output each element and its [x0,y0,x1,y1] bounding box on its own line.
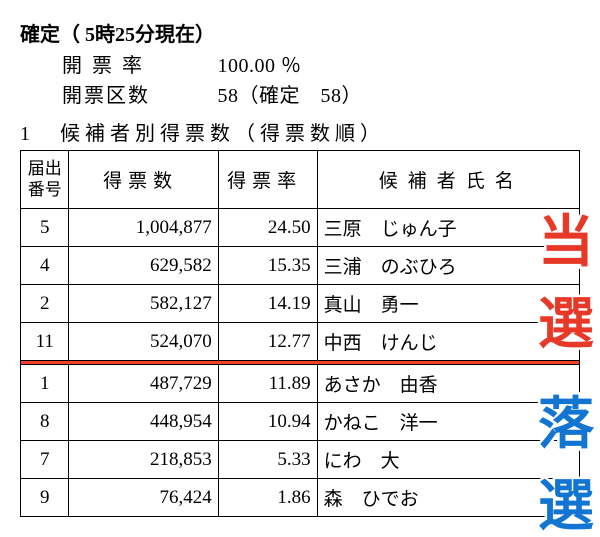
cell-number: 4 [21,247,69,285]
col-votes: 得票数 [69,151,218,209]
subtitle: 1 候補者別得票数（得票数順） [20,117,580,146]
cell-votes: 218,853 [69,441,218,479]
cell-name: 真山 勇一 [317,285,579,323]
rate-value: 100.00 ％ [218,55,302,77]
cell-votes: 448,954 [69,403,218,441]
cell-number: 9 [21,479,69,517]
page-title: 確定（ 5時25分現在） [20,18,580,47]
cell-votes: 1,004,877 [69,209,218,247]
table-row: 4629,58215.35三浦 のぶひろ [21,247,580,285]
cell-number: 11 [21,323,69,361]
col-name: 候補者氏名 [317,151,579,209]
cell-pct: 12.77 [218,323,317,361]
districts-value: 58（確定 58） [218,85,363,107]
cell-votes: 582,127 [69,285,218,323]
cell-votes: 629,582 [69,247,218,285]
col-number: 届出番号 [21,151,69,209]
table-row: 51,004,87724.50三原 じゅん子 [21,209,580,247]
cell-votes: 76,424 [69,479,218,517]
cell-name: 森 ひでお [317,479,579,517]
districts-label: 開票区数 [62,81,212,111]
col-pct: 得票率 [218,151,317,209]
table-row: 11524,07012.77中西 けんじ [21,323,580,361]
table-row: 1487,72911.89あさか 由香 [21,365,580,403]
table-row: 8448,95410.94かねこ 洋一 [21,403,580,441]
cell-pct: 10.94 [218,403,317,441]
cell-pct: 5.33 [218,441,317,479]
cell-number: 8 [21,403,69,441]
cell-pct: 15.35 [218,247,317,285]
cell-name: かねこ 洋一 [317,403,579,441]
table-row: 7218,8535.33にわ 大 [21,441,580,479]
cell-votes: 487,729 [69,365,218,403]
cell-pct: 11.89 [218,365,317,403]
cell-pct: 14.19 [218,285,317,323]
cell-number: 5 [21,209,69,247]
table-row: 2582,12714.19真山 勇一 [21,285,580,323]
meta-districts: 開票区数 58（確定 58） [20,81,580,111]
cell-name: 三原 じゅん子 [317,209,579,247]
cell-name: 中西 けんじ [317,323,579,361]
cell-pct: 24.50 [218,209,317,247]
cell-number: 2 [21,285,69,323]
cell-name: 三浦 のぶひろ [317,247,579,285]
table-header-row: 届出番号 得票数 得票率 候補者氏名 [21,151,580,209]
results-table: 届出番号 得票数 得票率 候補者氏名 51,004,87724.50三原 じゅん… [20,150,580,517]
cell-pct: 1.86 [218,479,317,517]
cell-name: あさか 由香 [317,365,579,403]
table-row: 976,4241.86森 ひでお [21,479,580,517]
rate-label: 開票率 [62,51,212,81]
cell-number: 1 [21,365,69,403]
cell-votes: 524,070 [69,323,218,361]
cell-name: にわ 大 [317,441,579,479]
cell-number: 7 [21,441,69,479]
meta-rate: 開票率 100.00 ％ [20,51,580,81]
